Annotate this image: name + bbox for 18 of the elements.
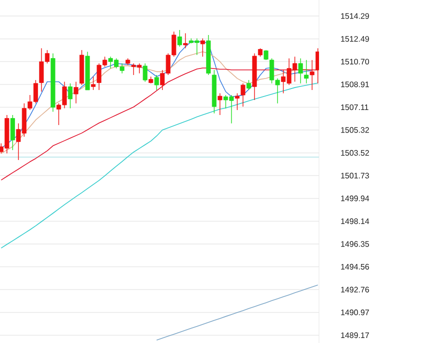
candlestick bbox=[200, 38, 205, 58]
candlestick bbox=[234, 92, 240, 110]
candlestick bbox=[183, 32, 188, 49]
candlestick bbox=[316, 48, 320, 84]
candlestick bbox=[74, 81, 78, 104]
candlestick bbox=[68, 83, 73, 109]
candlestick bbox=[142, 63, 148, 82]
candlestick bbox=[177, 30, 182, 47]
candlestick bbox=[154, 74, 159, 90]
candlestick bbox=[246, 80, 252, 90]
candlestick bbox=[264, 50, 268, 60]
candlestick bbox=[298, 58, 303, 84]
candlestick bbox=[304, 60, 309, 84]
candlestick bbox=[240, 83, 246, 107]
candlestick bbox=[310, 60, 314, 90]
candlestick bbox=[91, 76, 96, 90]
candlestick bbox=[10, 114, 15, 150]
candlestick bbox=[218, 92, 222, 116]
